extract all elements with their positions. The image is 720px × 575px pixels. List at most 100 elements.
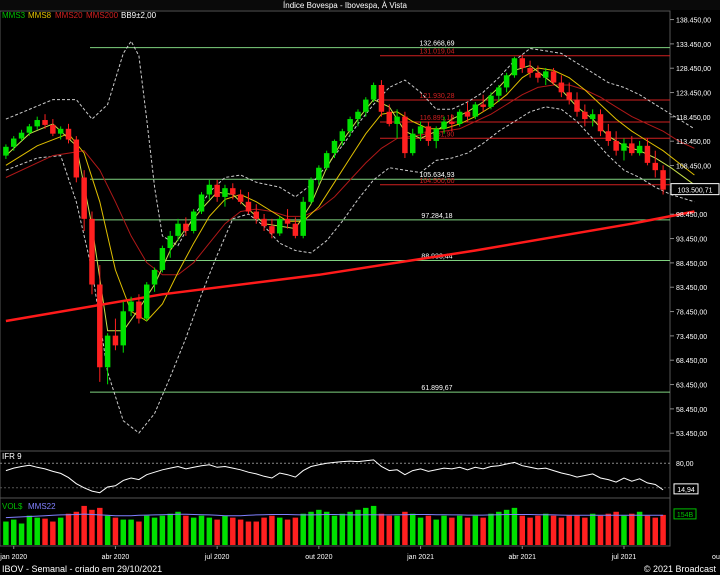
candle-body <box>355 111 361 120</box>
footer-right: © 2021 Broadcast <box>644 564 717 574</box>
candle-body <box>331 140 338 154</box>
ifr-value-box <box>673 483 699 495</box>
candle-body <box>394 116 400 124</box>
candle-body <box>441 121 447 129</box>
volume-bar <box>472 515 479 545</box>
volume-bar <box>42 518 48 545</box>
time-axis: jan 2020 abr 2020 jul 2020 out 2020 jan 2021… <box>0 546 720 561</box>
volume-bar <box>143 515 150 545</box>
candle-body <box>159 248 166 270</box>
candle-body <box>18 132 25 139</box>
price-y-tick-label: 63.450,00 <box>676 383 707 390</box>
candle-body <box>503 75 510 88</box>
sma8-line <box>5 67 695 322</box>
title-bar <box>0 0 720 10</box>
volume-bar <box>652 517 659 545</box>
candle-body <box>104 335 111 368</box>
last-price-box <box>670 183 720 196</box>
volume-bar <box>159 515 166 545</box>
volume-bar <box>527 517 533 545</box>
vol-plot <box>3 505 666 545</box>
legend-bb: BB9±2,00 <box>121 11 157 20</box>
volume-bar <box>605 513 612 545</box>
volume-ma-line <box>5 513 664 519</box>
candle-body <box>128 301 134 312</box>
time-tick-label: abr 2021 <box>508 554 536 561</box>
candle-body <box>222 188 228 197</box>
volume-bar <box>128 519 134 545</box>
candle-body <box>370 85 377 100</box>
candle-body <box>347 119 353 132</box>
price-y-tick-label: 68.450,00 <box>676 358 707 365</box>
volume-bar <box>245 521 252 545</box>
time-tick-label: jul 2021 <box>611 554 637 561</box>
volume-bar <box>370 505 377 545</box>
volume-bar <box>89 509 95 545</box>
volume-bar <box>230 517 236 545</box>
candle-body <box>50 124 56 134</box>
candle-body <box>597 114 604 132</box>
vol-label: VOL$ <box>2 502 23 511</box>
candle-body <box>425 126 432 141</box>
candle-body <box>323 153 330 168</box>
candle-body <box>605 131 612 141</box>
price-y-tick-label: 83.450,00 <box>676 285 707 292</box>
time-tick-label: out 2020 <box>305 554 332 561</box>
volume-bar <box>574 515 580 545</box>
legend-mms20: MMS20 <box>55 11 83 20</box>
candle-body <box>417 126 424 134</box>
volume-bar <box>190 517 197 545</box>
candle-body <box>652 162 659 171</box>
candle-body <box>276 218 283 234</box>
time-tick-label: jan 2021 <box>406 554 434 561</box>
candle-body <box>175 223 181 236</box>
volume-bar <box>496 511 502 545</box>
volume-bar <box>644 515 651 545</box>
volume-bar <box>542 513 549 545</box>
candle-body <box>402 116 408 154</box>
ifr-plot <box>0 459 670 494</box>
volume-bar <box>151 517 158 545</box>
legend: MMS3 MMS8 MMS20 MMS200 BB9±2,00 <box>2 11 157 20</box>
time-tick-label: out 2021 <box>712 554 720 561</box>
candle-body <box>183 223 189 231</box>
price-y-tick-label: 133.450,00 <box>676 42 711 49</box>
volume-bar <box>292 517 299 545</box>
legend-mms3: MMS3 <box>2 11 26 20</box>
candle-body <box>206 184 213 195</box>
volume-bar <box>409 513 416 545</box>
candle-body <box>316 167 322 180</box>
candle-body <box>496 87 502 96</box>
volume-bar <box>441 515 447 545</box>
volume-bar <box>363 507 369 545</box>
volume-bar <box>347 511 353 545</box>
candle-body <box>190 211 197 231</box>
volume-bar <box>402 511 408 545</box>
volume-bar <box>97 507 103 545</box>
volume-bar <box>276 517 283 545</box>
volume-bar <box>308 511 314 545</box>
volume-bar <box>480 517 486 545</box>
bollinger-upper-band <box>5 40 695 247</box>
candle-body <box>42 120 48 125</box>
volume-bar <box>112 517 119 545</box>
resistance-level-label: 104.500,00 <box>419 178 454 185</box>
candle-body <box>409 133 416 154</box>
volume-bar <box>18 523 25 545</box>
volume-bar <box>253 521 260 545</box>
support-level-label: 97.284,18 <box>421 213 452 220</box>
volume-bar <box>660 514 666 545</box>
candle-body <box>89 218 95 285</box>
volume-bar <box>3 521 9 545</box>
volume-bar <box>589 513 596 545</box>
candle-body <box>245 201 252 212</box>
volume-bar <box>214 519 220 545</box>
volume-bar <box>488 513 494 545</box>
price-y-tick-label: 123.450,00 <box>676 91 711 98</box>
candle-body <box>511 58 518 76</box>
volume-bar <box>355 509 361 545</box>
vol-value-label: 154B <box>677 512 694 519</box>
volume-bar <box>104 515 111 545</box>
time-tick-label: abr 2020 <box>102 554 130 561</box>
volume-bar <box>81 505 87 545</box>
